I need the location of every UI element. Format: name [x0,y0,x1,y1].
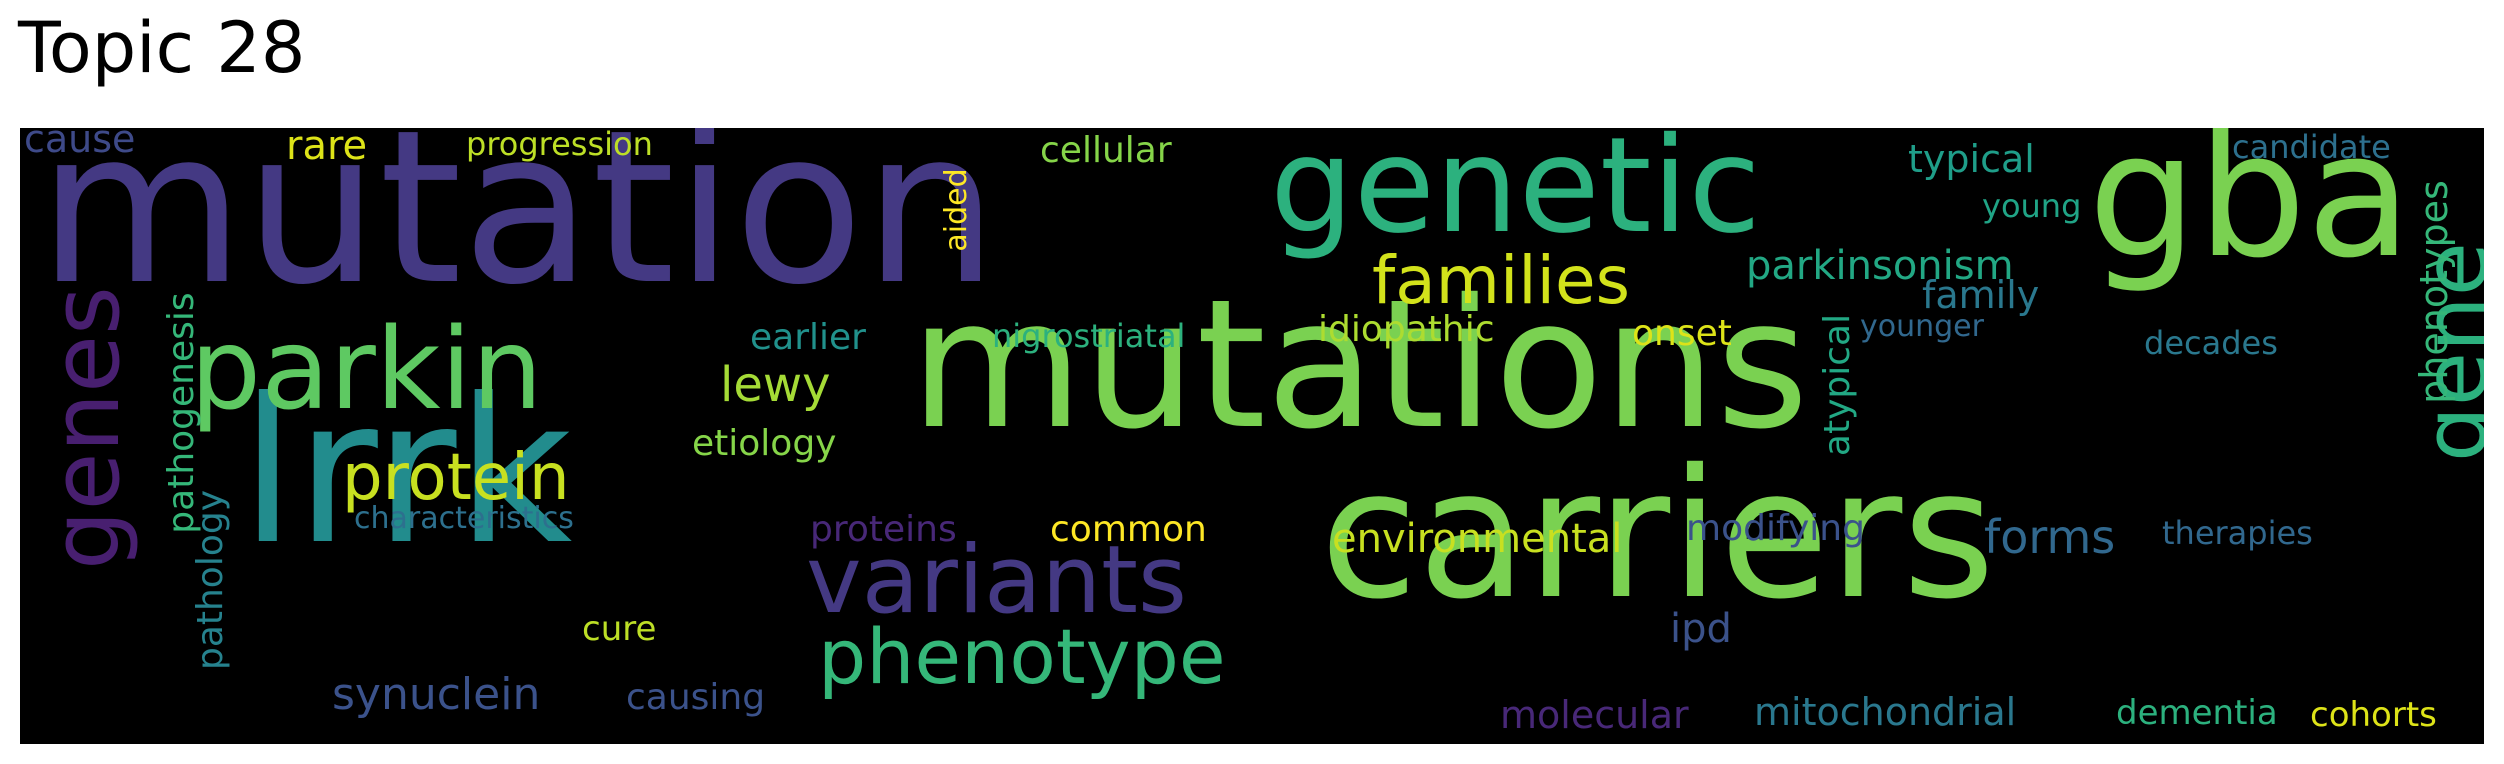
word-genetic: genetic [1270,128,1761,263]
word-cellular: cellular [1040,130,1172,171]
word-cohorts: cohorts [2310,695,2437,735]
word-family: family [1922,273,2040,317]
word-synuclein: synuclein [332,669,541,720]
word-characteristics: characteristics [354,501,574,536]
word-younger: younger [1860,309,1984,344]
word-cause: cause [24,128,136,161]
word-phenotype: phenotype [818,612,1226,701]
word-decades: decades [2144,324,2278,362]
word-therapies: therapies [2162,514,2313,552]
word-common: common [1050,509,1207,550]
word-candidate: candidate [2232,128,2391,166]
word-dementia: dementia [2116,693,2278,733]
word-carriers: carriers [1320,431,1996,638]
word-etiology: etiology [692,423,837,464]
word-forms: forms [1984,510,2116,564]
word-rare: rare [286,128,368,169]
word-genes: genes [32,286,141,570]
word-phenotypes: phenotypes [2412,180,2456,404]
word-earlier: earlier [750,317,866,358]
word-atypical: atypical [1817,313,1858,457]
word-variants: variants [806,526,1188,635]
word-lrrk: lrrk [240,356,573,589]
word-mutations: mutations [910,261,1809,468]
page-title: Topic 28 [18,7,306,89]
word-aided: aided [939,168,974,252]
word-nigrostriatal: nigrostriatal [992,317,1186,355]
word-causing: causing [626,677,766,718]
word-cloud: mutations mutation carriers lrrk gba gen… [20,128,2484,744]
word-parkin: parkin [190,305,543,435]
word-mitochondrial: mitochondrial [1754,690,2017,734]
word-cure: cure [582,609,657,649]
word-typical: typical [1908,137,2035,181]
word-young: young [1982,187,2082,225]
word-protein: protein [342,441,570,515]
word-lewy: lewy [720,357,831,413]
word-mutation: mutation [38,128,999,331]
word-onset: onset [1632,313,1732,354]
word-progression: progression [466,128,653,163]
word-environmental: environmental [1332,516,1623,562]
word-ipd: ipd [1670,606,1732,652]
word-pathology: pathology [190,489,231,671]
word-parkinsonism: parkinsonism [1746,243,2014,289]
word-gba: gba [2088,128,2412,296]
word-idiopathic: idiopathic [1318,309,1495,350]
word-modifying: modifying [1686,508,1865,549]
word-families: families [1372,242,1630,319]
word-proteins: proteins [810,509,957,550]
word-molecular: molecular [1500,693,1689,737]
